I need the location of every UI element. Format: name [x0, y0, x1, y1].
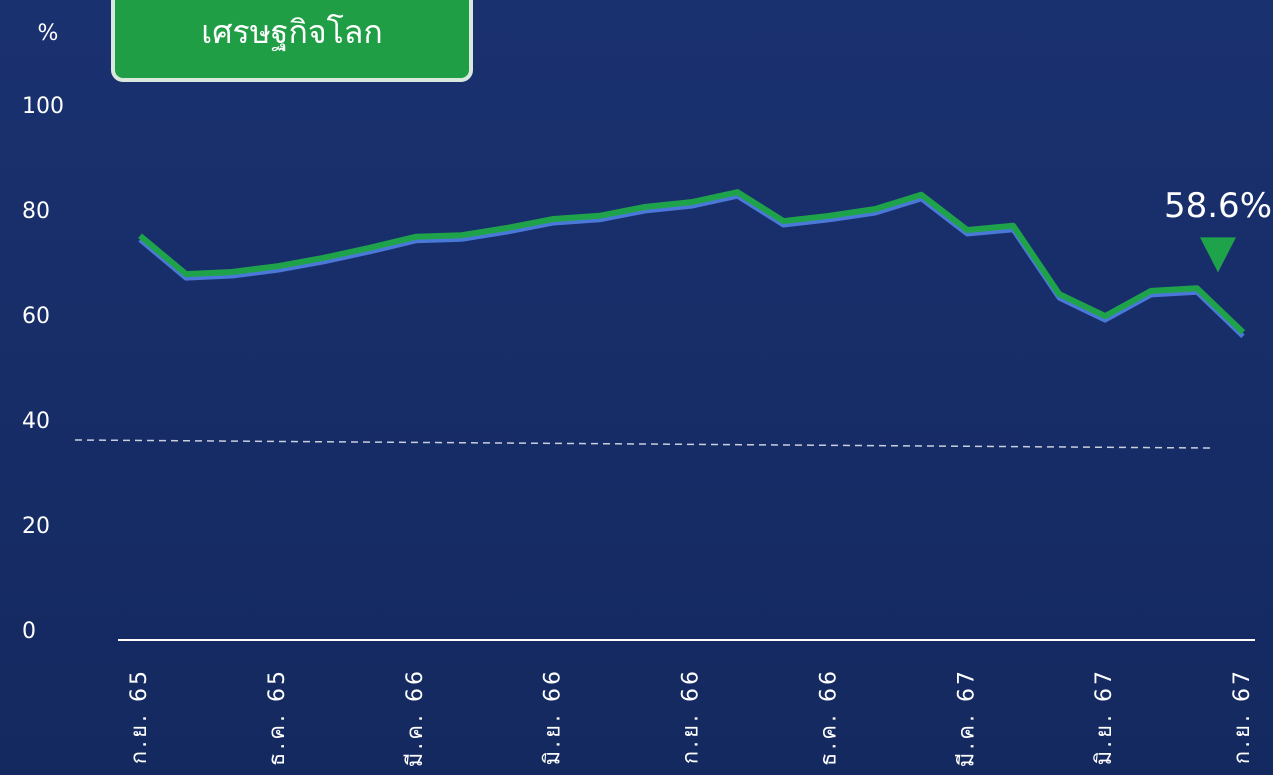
background	[0, 0, 1273, 775]
x-tick-label: ก.ย. 66	[679, 668, 704, 764]
x-tick-label: ธ.ค. 66	[816, 668, 841, 766]
x-tick-label: ธ.ค. 65	[265, 668, 290, 766]
x-tick-label: ก.ย. 65	[127, 668, 152, 764]
y-tick-label: 80	[22, 199, 50, 224]
y-axis-label: %	[38, 21, 59, 46]
y-tick-label: 60	[22, 304, 50, 329]
x-tick-label: มี.ค. 66	[403, 668, 428, 767]
page: เศรษฐกิจโลก % 0 20 40 60 80 100 58.6% ก.ย. 65 ธ.…	[0, 0, 1273, 775]
y-tick-label: 40	[22, 409, 50, 434]
y-tick-label: 0	[22, 619, 36, 644]
chart-title: เศรษฐกิจโลก	[201, 13, 382, 52]
y-tick-label: 20	[22, 514, 50, 539]
y-tick-label: 100	[22, 94, 64, 119]
x-tick-label: มิ.ย. 66	[541, 668, 566, 765]
x-tick-label: ก.ย. 67	[1230, 668, 1255, 764]
chart: เศรษฐกิจโลก % 0 20 40 60 80 100 58.6% ก.ย. 65 ธ.…	[0, 0, 1273, 775]
value-label: 58.6%	[1164, 186, 1272, 226]
x-tick-label: มิ.ย. 67	[1092, 668, 1117, 765]
x-tick-label: มี.ค. 67	[954, 668, 979, 767]
